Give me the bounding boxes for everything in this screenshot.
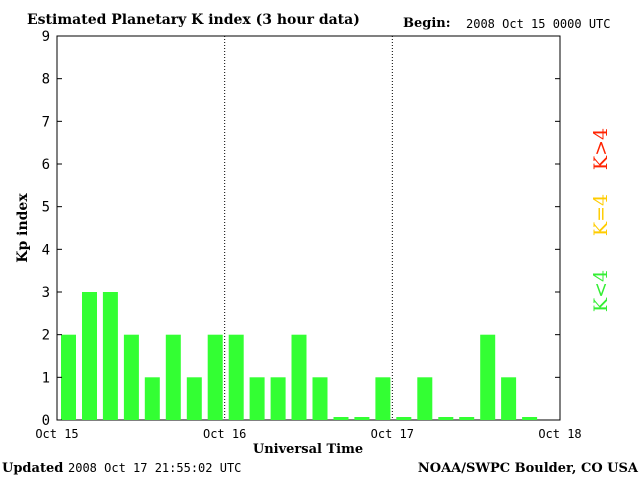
y-tick-label: 0 [42,413,50,429]
kp-bar [144,377,160,420]
begin-value: 2008 Oct 15 0000 UTC [466,17,611,31]
y-axis-ticks: 0 1 2 3 4 5 6 7 8 9 [42,29,560,429]
y-tick-label: 2 [42,328,50,344]
kp-bar [291,334,307,420]
chart-title: Estimated Planetary K index (3 hour data… [27,12,360,28]
x-tick-label: Oct 15 [35,427,78,441]
kp-bar [102,292,118,420]
x-tick-label: Oct 18 [538,427,581,441]
credit: NOAA/SWPC Boulder, CO USA [418,461,639,476]
kp-bar [270,377,286,420]
x-axis-label: Universal Time [253,442,363,457]
y-tick-label: 9 [42,29,50,45]
kp-bar [522,417,538,420]
legend-low: K<4 [590,270,612,312]
legend-mid: K=4 [590,194,612,236]
kp-bar [186,377,202,420]
kp-bar [501,377,517,420]
y-tick-label: 5 [42,200,50,216]
day-dividers [224,36,393,420]
kp-bar [459,417,475,420]
kp-bar [438,417,454,420]
updated-label: Updated [2,461,63,476]
kp-bar [396,417,412,420]
y-axis-label: Kp index [15,193,31,263]
y-tick-label: 8 [42,72,50,88]
kp-bar [61,334,76,420]
plot-frame [56,35,561,421]
y-tick-label: 6 [42,157,50,173]
bars [61,292,538,420]
x-axis-ticks: Oct 15 Oct 16 Oct 17 Oct 18 [35,427,581,441]
legend-high: K>4 [590,128,612,170]
kp-bar [123,334,139,420]
begin-label: Begin: [403,16,451,31]
updated-value: 2008 Oct 17 21:55:02 UTC [68,461,241,475]
y-tick-label: 1 [42,370,50,386]
kp-bar [375,377,391,420]
kp-bar [82,292,97,420]
kp-bar [249,377,265,420]
y-tick-label: 7 [42,114,50,130]
x-tick-label: Oct 16 [203,427,246,441]
plot-area: 0 1 2 3 4 5 6 7 8 9 Oct 15 Oct 16 Oct 17 Oct 18 [35,29,581,441]
x-tick-label: Oct 17 [371,427,414,441]
kp-bar [207,334,223,420]
kp-bar [417,377,433,420]
kp-bar [333,417,349,420]
kp-bar [312,377,328,420]
kp-bar [165,334,181,420]
y-tick-label: 4 [42,242,50,258]
kp-bar [354,417,370,420]
y-tick-label: 3 [42,285,50,301]
kp-bar [228,334,244,420]
kp-bar [480,334,496,420]
